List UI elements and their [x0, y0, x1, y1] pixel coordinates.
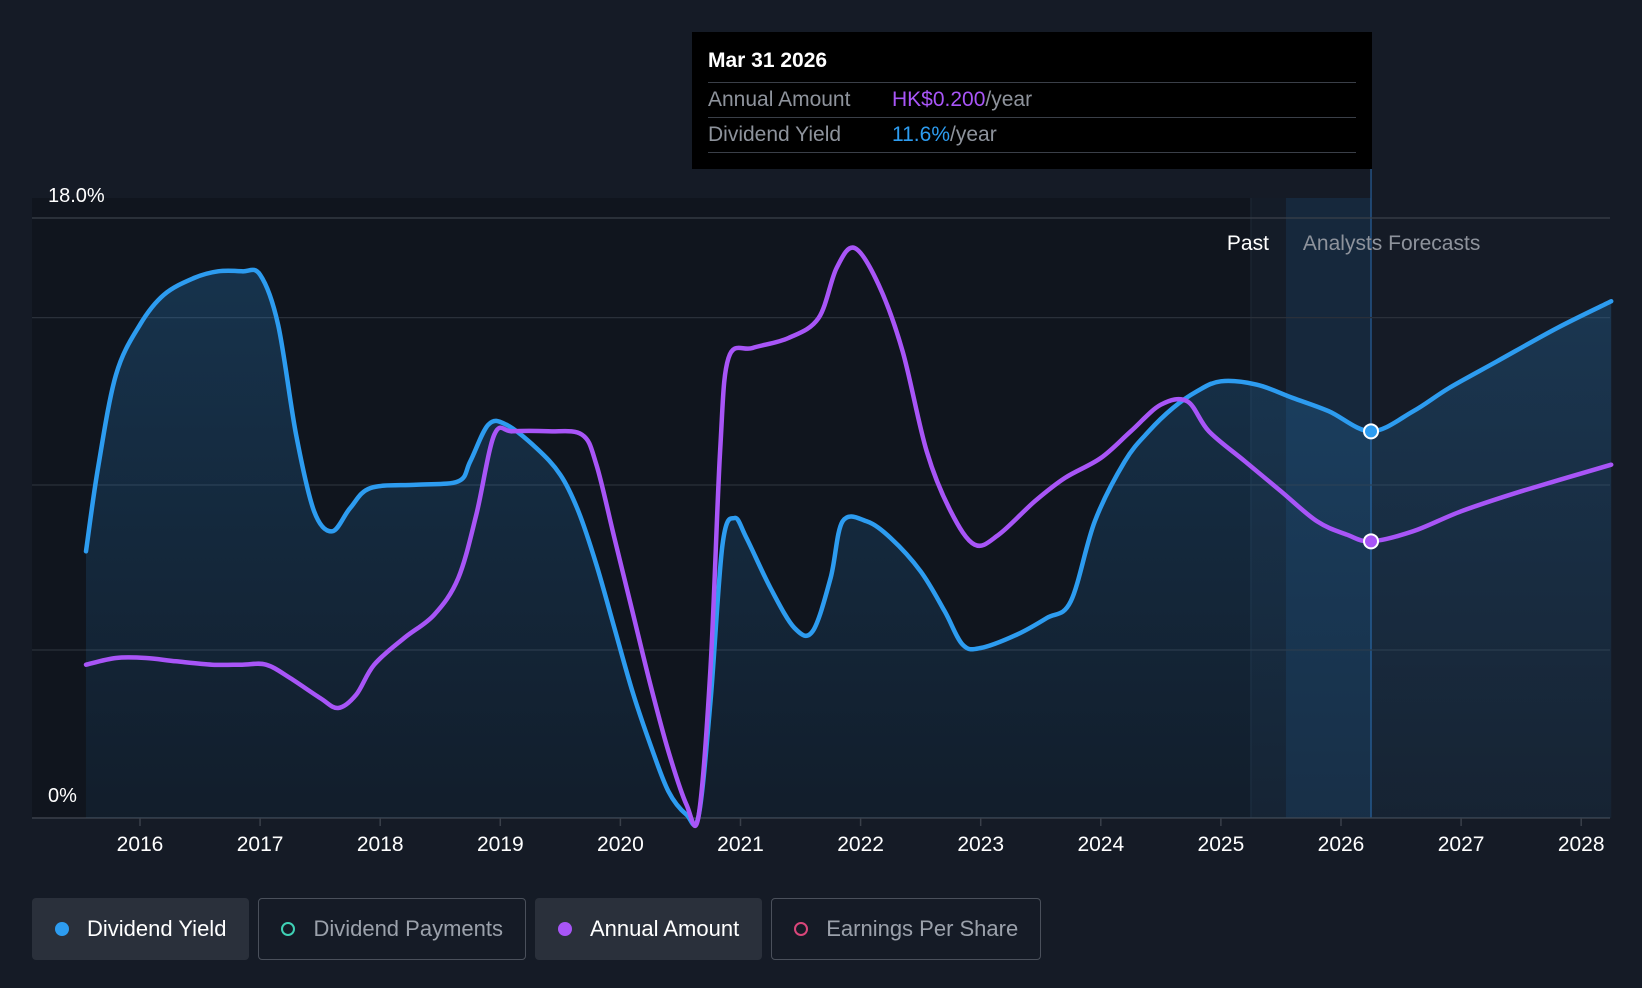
- legend-label: Dividend Payments: [313, 916, 503, 941]
- tooltip-value: 11.6%: [892, 123, 950, 146]
- tooltip-date: Mar 31 2026: [708, 46, 1356, 83]
- tooltip: Mar 31 2026 Annual Amount HK$0.200 /year…: [692, 32, 1372, 169]
- x-tick-label: 2022: [837, 833, 884, 856]
- dividend-yield-area: [85, 269, 1612, 826]
- tooltip-row-annual-amount: Annual Amount HK$0.200 /year: [708, 83, 1356, 118]
- x-tick-label: 2025: [1198, 833, 1245, 856]
- series-lines: [83, 245, 1614, 828]
- tooltip-label: Dividend Yield: [708, 123, 842, 146]
- legend-dividend-yield-button[interactable]: Dividend Yield: [32, 898, 250, 960]
- x-tick-label: 2028: [1558, 833, 1605, 856]
- series-areas: [85, 269, 1612, 826]
- legend-label: Earnings Per Share: [826, 916, 1019, 941]
- x-tick-label: 2018: [357, 833, 404, 856]
- legend-label: Annual Amount: [589, 916, 740, 941]
- tooltip-value: HK$0.200: [892, 88, 986, 111]
- x-tick-label: 2024: [1077, 833, 1124, 856]
- dividend-chart: 18.0% 0% 2016 2017 2018 2019 2020 2021 2022 2023 2…: [32, 169, 1614, 856]
- x-tick-label: 2023: [957, 833, 1004, 856]
- tooltip-suffix: /year: [950, 123, 997, 146]
- filled-dot-icon: [55, 922, 69, 936]
- legend-earnings-per-share-button[interactable]: Earnings Per Share: [771, 898, 1042, 960]
- axis-labels: 18.0% 0% 2016 2017 2018 2019 2020 2021 2022 2023 2…: [48, 185, 1605, 856]
- x-tick-label: 2019: [477, 833, 524, 856]
- legend-annual-amount-button[interactable]: Annual Amount: [534, 898, 763, 960]
- x-tick-label: 2017: [237, 833, 284, 856]
- annual-amount-marker: [1363, 533, 1380, 550]
- filled-dot-icon: [557, 922, 572, 936]
- ring-dot-icon: [281, 922, 296, 936]
- legend: Dividend Yield Dividend Payments Annual …: [32, 898, 1050, 960]
- legend-dividend-payments-button[interactable]: Dividend Payments: [258, 898, 526, 960]
- tooltip-label: Annual Amount: [708, 88, 851, 111]
- forecast-label: Analysts Forecasts: [1303, 232, 1480, 255]
- x-tick-label: 2016: [117, 833, 164, 856]
- ring-dot-icon: [794, 922, 809, 936]
- past-label: Past: [1227, 232, 1269, 255]
- x-tick-label: 2027: [1438, 833, 1485, 856]
- annual-amount-line: [83, 245, 1614, 828]
- tooltip-suffix: /year: [985, 88, 1033, 111]
- y-axis-bottom-label: 0%: [48, 785, 77, 807]
- x-tick-label: 2021: [717, 833, 764, 856]
- highlight-markers: [1363, 423, 1380, 550]
- dividend-yield-marker: [1363, 423, 1380, 440]
- x-tick-label: 2026: [1318, 833, 1365, 856]
- x-tick-label: 2020: [597, 833, 644, 856]
- legend-label: Dividend Yield: [87, 916, 227, 941]
- y-axis-top-label: 18.0%: [48, 185, 105, 207]
- tooltip-row-dividend-yield: Dividend Yield 11.6% /year: [708, 118, 1356, 153]
